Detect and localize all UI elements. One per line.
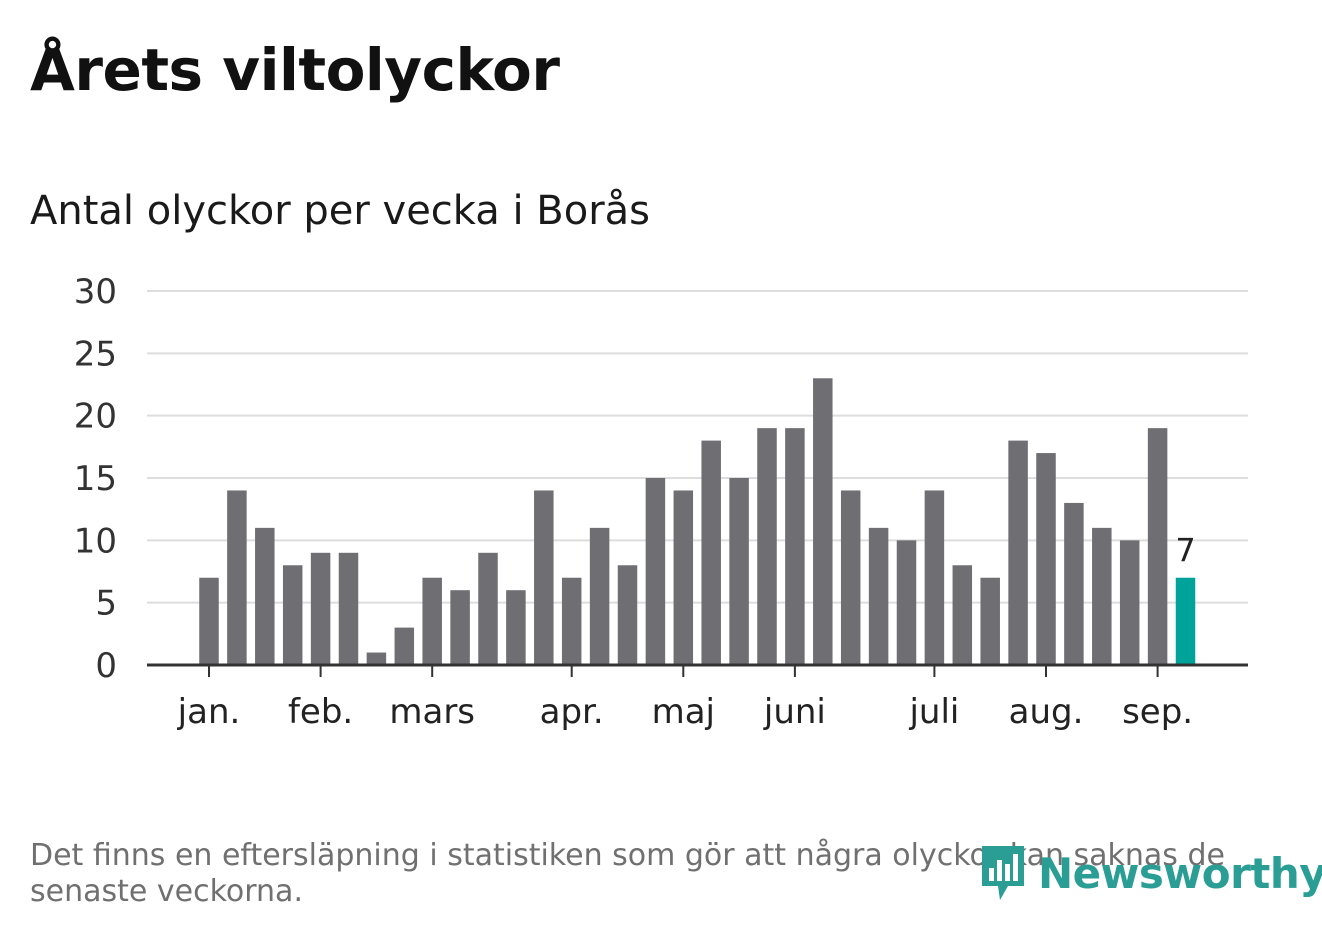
bar-chart-speech-icon — [982, 846, 1024, 900]
logo-text: Newsworthy — [1038, 848, 1322, 898]
bar — [1147, 428, 1168, 665]
x-tick-label: jan. — [177, 692, 241, 732]
bar — [813, 378, 833, 665]
x-tick-label: juni — [763, 692, 826, 732]
grid-lines — [147, 290, 1248, 604]
chart-title: Årets viltolyckor — [30, 36, 560, 104]
bar — [338, 552, 359, 665]
bar — [227, 490, 247, 665]
bar-highlight — [1175, 577, 1196, 665]
bar — [478, 552, 498, 665]
footnote: Det finns en eftersläpning i statistiken… — [30, 838, 1225, 909]
bar — [757, 428, 777, 665]
y-tick-label: 10 — [74, 521, 117, 561]
x-tick-label: maj — [652, 692, 715, 732]
x-tick-label: sep. — [1122, 692, 1193, 732]
bar — [868, 527, 889, 665]
bar — [1036, 453, 1056, 665]
bar — [366, 652, 387, 665]
y-tick-label: 20 — [74, 397, 117, 437]
chart-subtitle: Antal olyckor per vecka i Borås — [30, 188, 651, 234]
bar — [394, 627, 415, 665]
bar — [1064, 502, 1084, 665]
bar — [1119, 540, 1140, 665]
y-tick-label: 30 — [74, 272, 117, 312]
x-tick-label: aug. — [1009, 692, 1084, 732]
x-tick-label: juli — [908, 692, 959, 732]
y-tick-label: 15 — [74, 459, 117, 499]
x-tick-label: mars — [389, 692, 475, 732]
bars — [199, 378, 1196, 665]
newsworthy-logo: Newsworthy — [978, 842, 1322, 904]
bar — [1008, 440, 1028, 665]
bar — [561, 577, 582, 665]
bar — [1092, 527, 1112, 665]
bar — [896, 540, 917, 665]
y-tick-label: 0 — [95, 646, 117, 686]
y-tick-label: 25 — [74, 334, 117, 374]
bar — [617, 565, 638, 665]
bar — [199, 577, 219, 665]
bar — [840, 490, 861, 665]
x-tick-label: feb. — [288, 692, 353, 732]
bar — [980, 577, 1000, 665]
y-tick-label: 5 — [95, 584, 117, 624]
bar — [534, 490, 554, 665]
bar — [673, 490, 694, 665]
bar — [422, 577, 442, 665]
x-tick-label: apr. — [540, 692, 604, 732]
bar — [729, 478, 749, 665]
labels: 0 5 10 15 20 25 30 7 jan. feb. mars apr. maj juni juli… — [74, 272, 1196, 732]
bar — [785, 428, 805, 665]
bar — [310, 552, 331, 665]
bar — [952, 565, 973, 665]
bar — [924, 490, 945, 665]
bar — [506, 590, 526, 665]
bar-chart: 0 5 10 15 20 25 30 7 jan. feb. mars apr. maj juni juli… — [74, 272, 1248, 732]
axes — [147, 663, 1248, 677]
bar — [255, 527, 275, 665]
bar — [701, 440, 721, 665]
bar — [450, 590, 470, 665]
bar — [645, 478, 666, 665]
bar — [282, 565, 303, 665]
bar-value-label: 7 — [1175, 532, 1195, 570]
bar — [589, 527, 610, 665]
